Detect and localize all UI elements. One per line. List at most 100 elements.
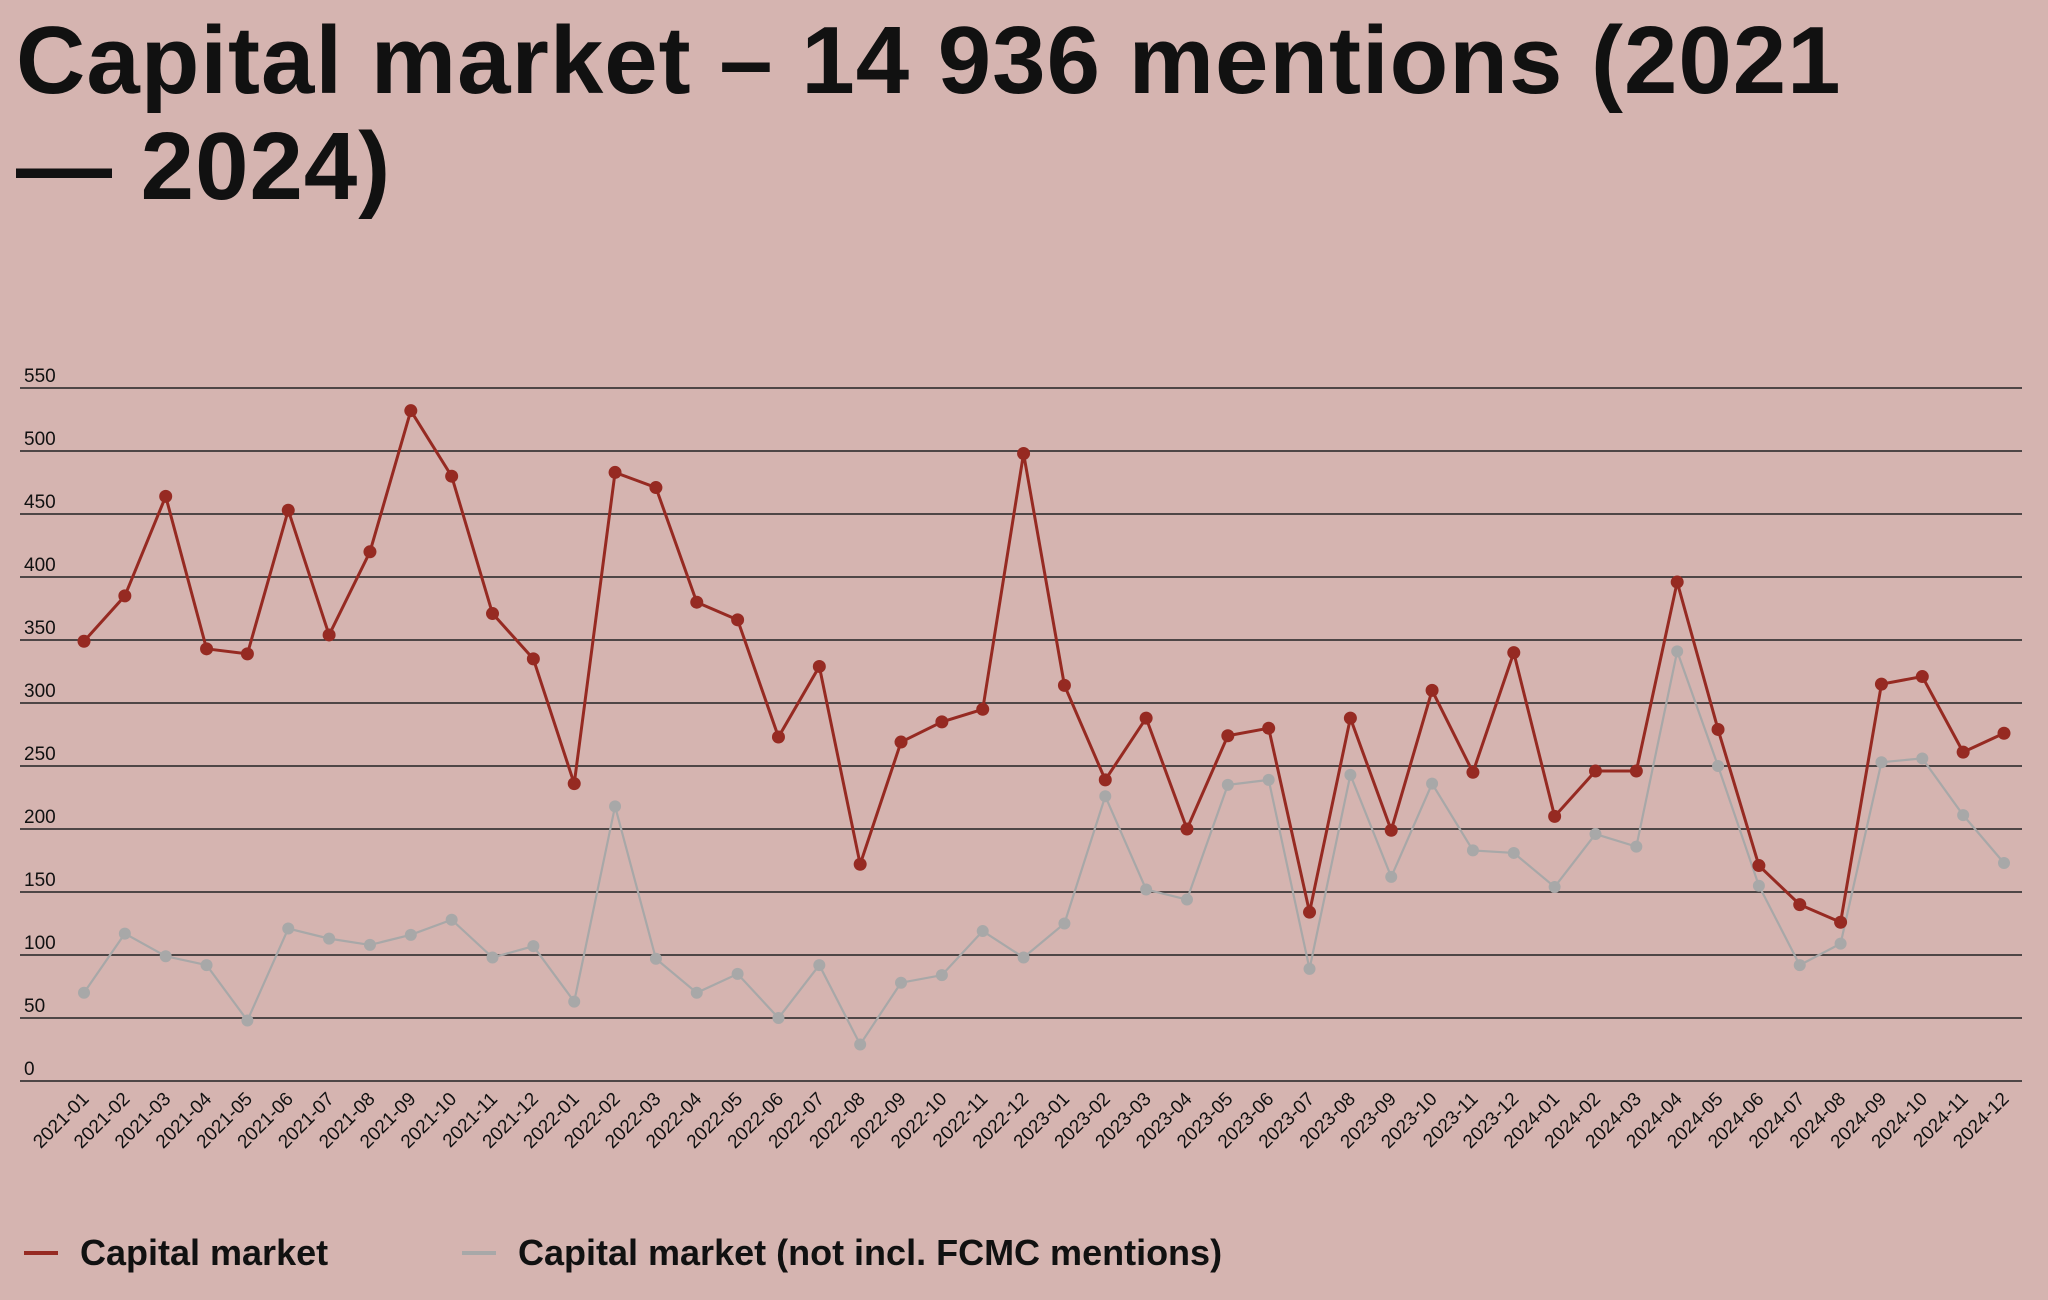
y-tick-label: 400 xyxy=(24,555,56,576)
data-point xyxy=(1589,828,1602,841)
data-point xyxy=(1793,959,1806,972)
data-point xyxy=(1058,917,1071,930)
data-point xyxy=(1098,773,1112,787)
data-point xyxy=(1874,677,1888,691)
y-tick-label: 450 xyxy=(24,492,56,513)
data-point xyxy=(935,715,949,729)
data-point xyxy=(323,932,336,945)
chart-title: Capital market – 14 936 mentions (2021 —… xyxy=(16,7,1842,220)
data-point xyxy=(322,628,336,642)
data-point xyxy=(771,730,785,744)
data-point xyxy=(690,986,703,999)
data-point xyxy=(608,465,622,479)
data-point xyxy=(731,967,744,980)
data-point xyxy=(976,925,989,938)
data-point xyxy=(854,1038,867,1051)
data-point xyxy=(1916,752,1929,765)
data-point xyxy=(78,986,90,999)
data-point xyxy=(1834,915,1848,929)
data-point xyxy=(1548,809,1562,823)
data-point xyxy=(159,950,172,963)
data-point xyxy=(118,589,132,603)
data-point xyxy=(1303,905,1317,919)
data-point xyxy=(200,959,213,972)
data-point xyxy=(1017,951,1030,964)
data-point xyxy=(1426,777,1439,790)
data-point xyxy=(1343,711,1357,725)
data-point xyxy=(1425,683,1439,697)
y-tick-label: 500 xyxy=(24,429,56,450)
data-point xyxy=(1262,773,1275,786)
y-tick-label: 150 xyxy=(24,870,56,891)
data-point xyxy=(1507,846,1520,859)
data-point xyxy=(1466,844,1479,857)
y-tick-label: 550 xyxy=(24,366,56,387)
data-point xyxy=(1752,859,1766,873)
y-tick-label: 0 xyxy=(24,1059,35,1080)
data-point xyxy=(609,800,622,813)
data-point xyxy=(772,1012,785,1024)
data-point xyxy=(895,976,908,989)
data-point xyxy=(486,607,500,621)
data-point xyxy=(1180,822,1194,836)
data-point xyxy=(1303,962,1316,975)
data-point xyxy=(976,702,990,716)
data-point xyxy=(159,489,173,503)
data-point xyxy=(1998,857,2010,870)
data-point xyxy=(1221,729,1235,743)
data-point xyxy=(404,404,418,418)
data-point xyxy=(77,634,91,648)
data-point xyxy=(282,922,295,935)
data-point xyxy=(1466,765,1480,779)
data-point xyxy=(445,913,458,926)
data-point xyxy=(1630,840,1643,853)
data-point xyxy=(1262,721,1276,735)
data-point xyxy=(445,469,459,483)
data-point xyxy=(1588,764,1602,778)
legend-label: Capital market xyxy=(80,1232,328,1273)
data-point xyxy=(404,928,417,941)
data-point xyxy=(1997,726,2011,740)
data-point xyxy=(200,642,214,656)
data-point xyxy=(1221,778,1234,791)
data-point xyxy=(1344,768,1357,781)
data-point xyxy=(1017,447,1031,461)
data-point xyxy=(690,595,704,609)
data-point xyxy=(1712,760,1725,772)
data-point xyxy=(1915,670,1929,684)
data-point xyxy=(1180,893,1193,906)
data-point xyxy=(894,735,908,749)
data-point xyxy=(281,503,295,517)
data-point xyxy=(363,545,377,559)
series-line xyxy=(83,647,2005,1047)
data-point xyxy=(240,647,254,661)
data-point xyxy=(1548,880,1561,893)
data-point xyxy=(1140,883,1153,896)
data-point xyxy=(568,995,581,1008)
data-point xyxy=(853,857,867,871)
data-point xyxy=(1057,678,1071,692)
data-point xyxy=(812,659,826,673)
data-point xyxy=(486,951,499,964)
y-tick-label: 350 xyxy=(24,618,56,639)
data-point xyxy=(1507,646,1521,660)
data-point xyxy=(1629,764,1643,778)
data-point xyxy=(241,1014,254,1027)
legend-label: Capital market (not incl. FCMC mentions) xyxy=(518,1232,1222,1273)
y-tick-label: 100 xyxy=(24,933,56,954)
data-point xyxy=(731,613,745,627)
data-point xyxy=(567,777,581,791)
data-point xyxy=(1875,756,1888,769)
data-point xyxy=(1670,575,1684,589)
data-point xyxy=(1671,645,1684,658)
data-point xyxy=(363,938,376,951)
data-point xyxy=(526,652,540,666)
y-tick-label: 250 xyxy=(24,744,56,765)
data-point xyxy=(1752,879,1765,892)
data-point xyxy=(1139,711,1153,725)
data-point xyxy=(1957,809,1970,822)
data-point xyxy=(1384,823,1398,837)
data-point xyxy=(1099,790,1112,803)
y-tick-label: 300 xyxy=(24,681,56,702)
